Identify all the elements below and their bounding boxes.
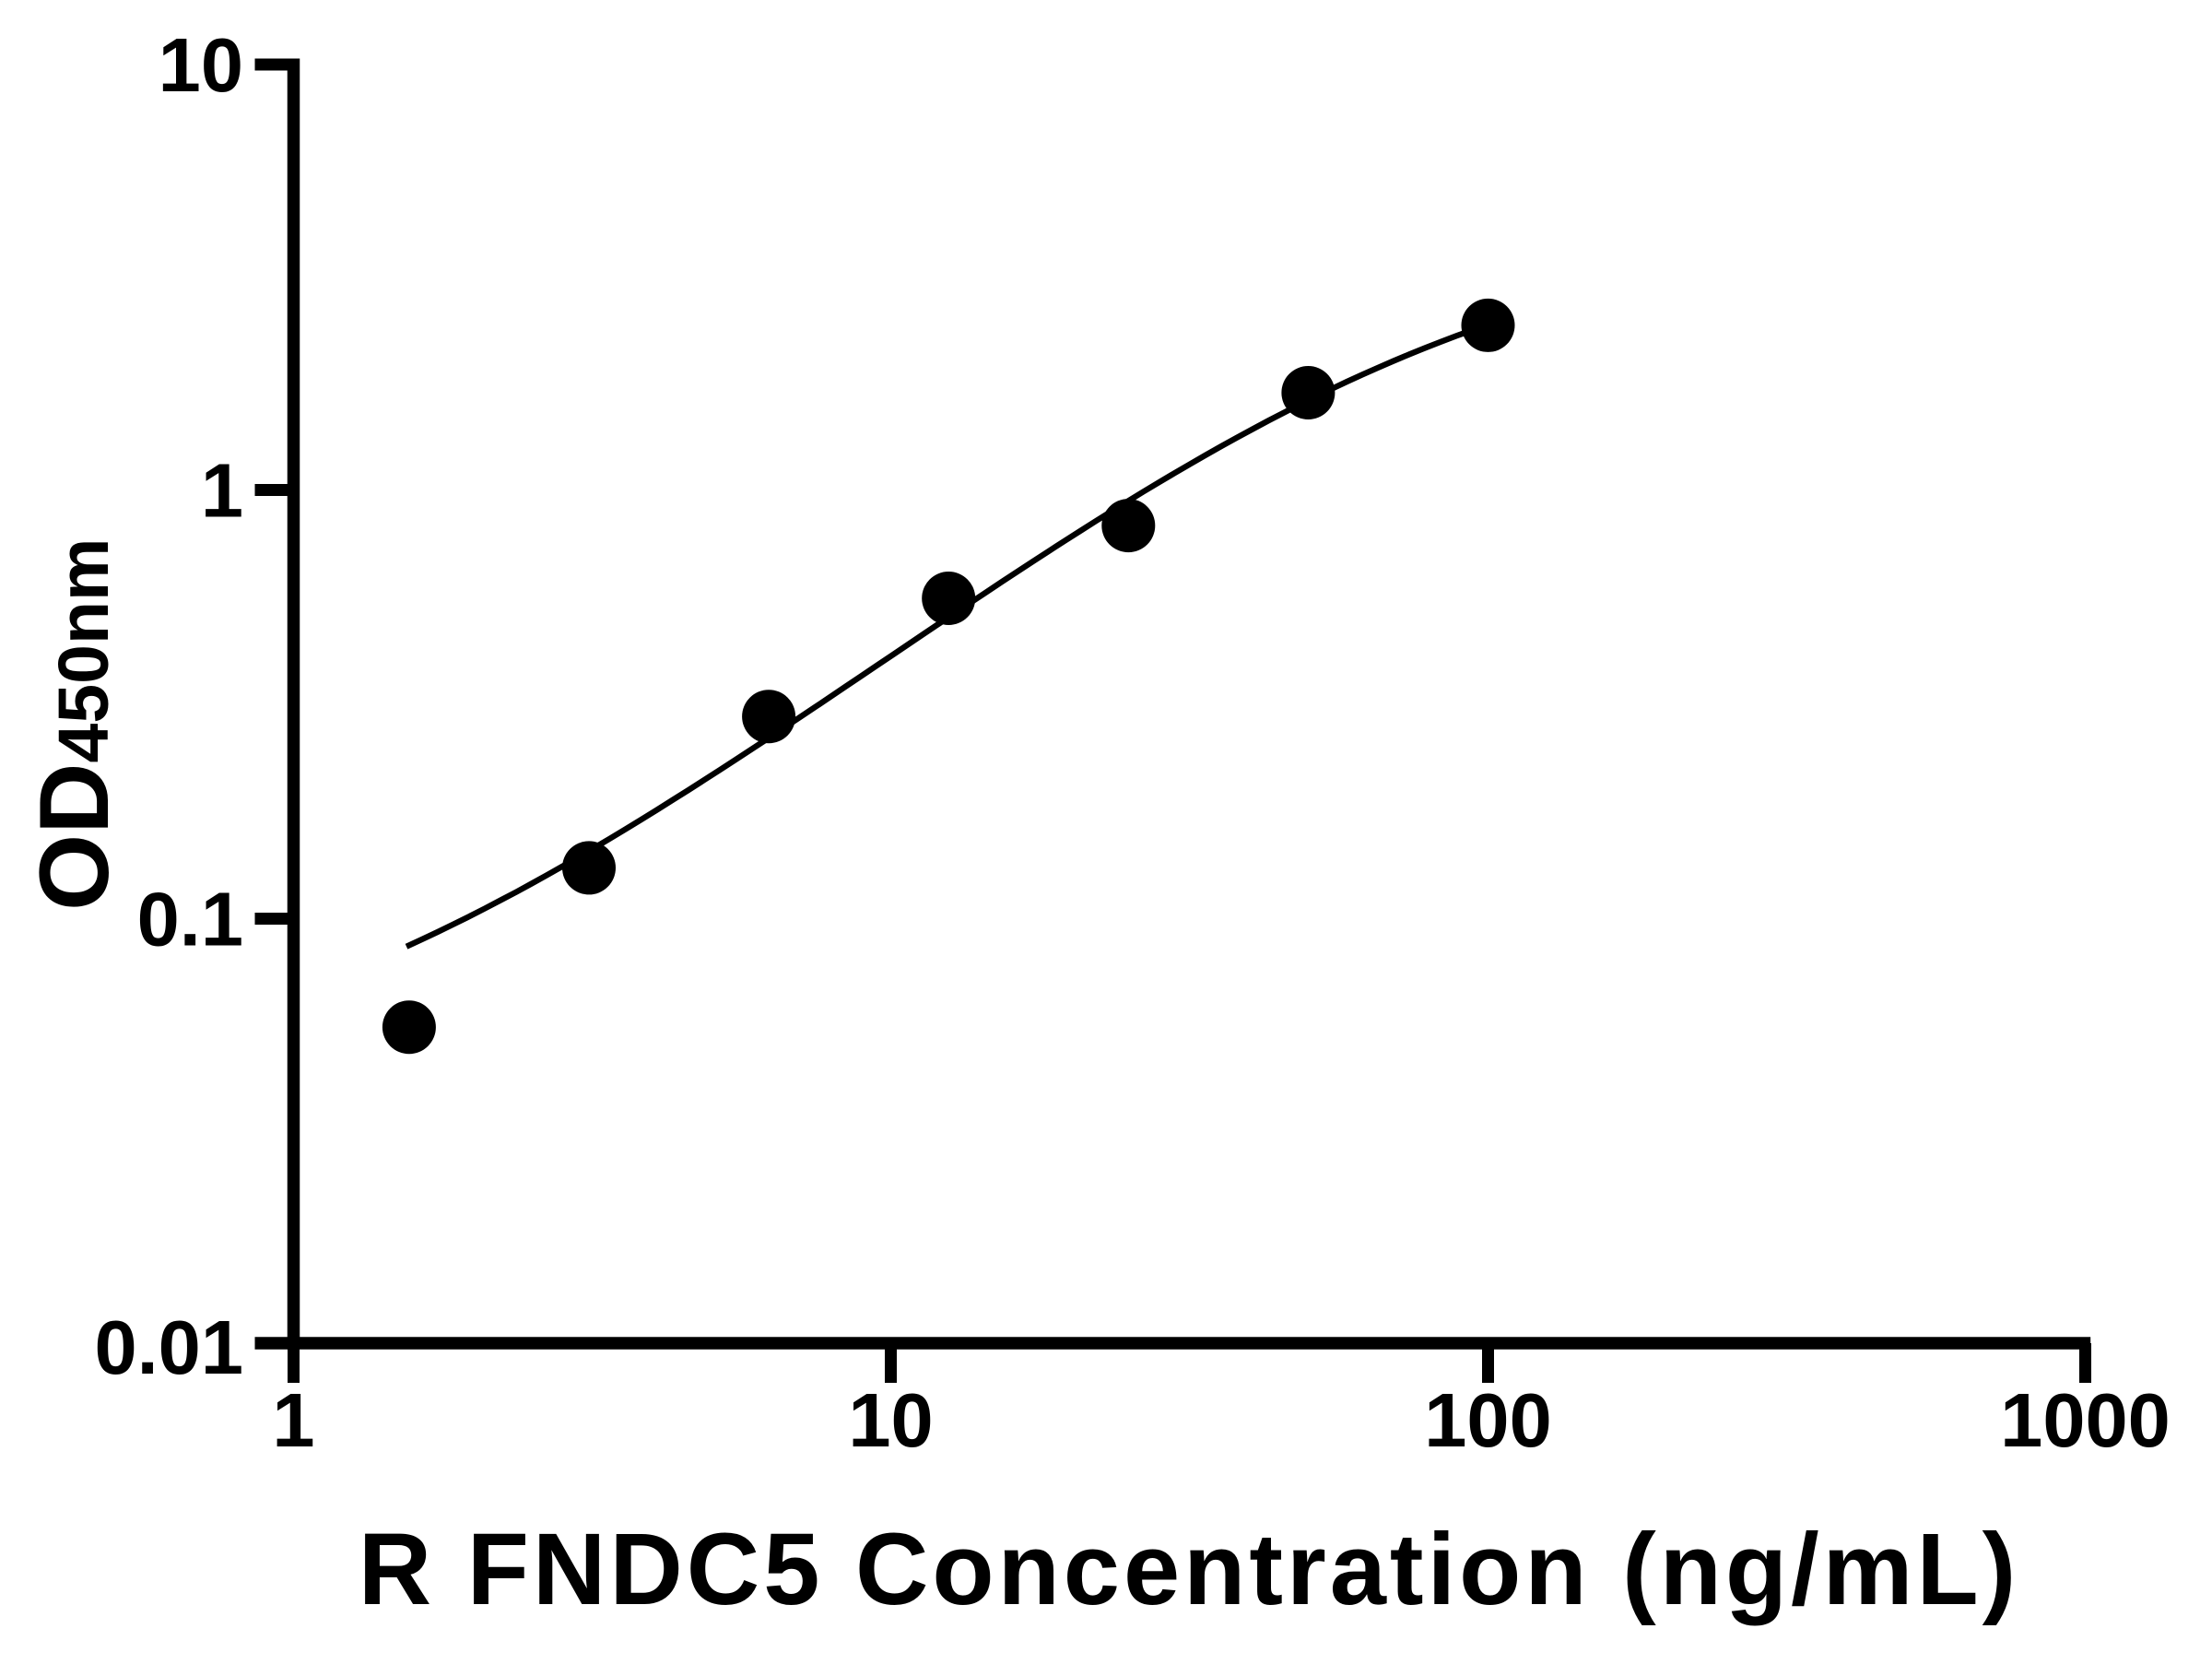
svg-text:R FNDC5 Concentration (ng/mL): R FNDC5 Concentration (ng/mL) bbox=[359, 1513, 2020, 1626]
svg-text:1000: 1000 bbox=[2000, 1377, 2171, 1463]
svg-text:1: 1 bbox=[201, 448, 243, 534]
svg-text:0.1: 0.1 bbox=[137, 877, 243, 962]
svg-text:10: 10 bbox=[848, 1377, 933, 1463]
svg-text:OD450nm: OD450nm bbox=[18, 538, 129, 911]
svg-text:1: 1 bbox=[272, 1377, 314, 1463]
svg-text:10: 10 bbox=[159, 22, 243, 108]
svg-text:100: 100 bbox=[1424, 1377, 1551, 1463]
svg-text:0.01: 0.01 bbox=[94, 1304, 243, 1390]
